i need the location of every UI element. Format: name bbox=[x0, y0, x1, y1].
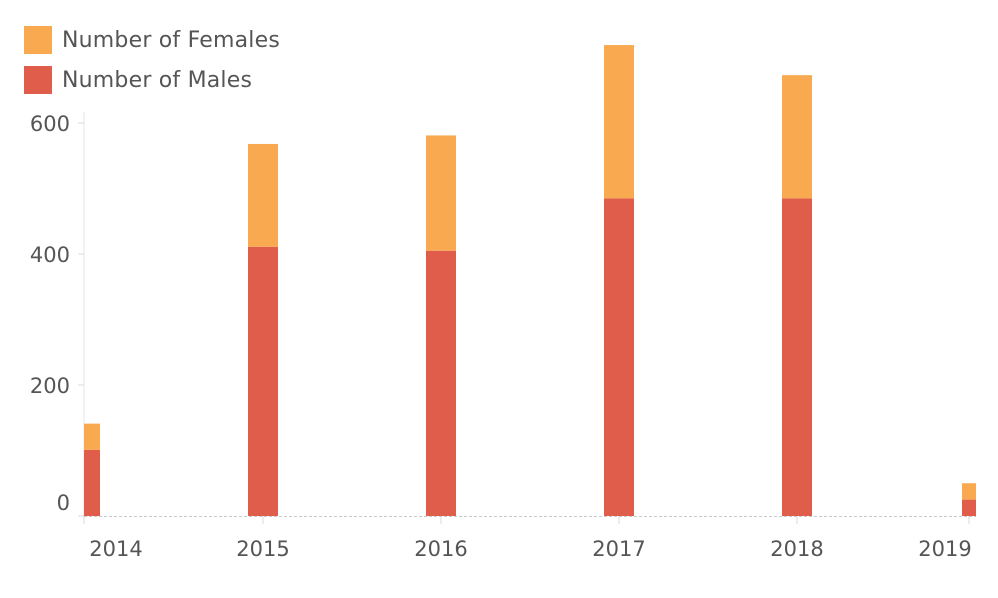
y-tick-label: 200 bbox=[30, 374, 70, 398]
legend-item-females: Number of Females bbox=[24, 20, 280, 60]
legend-swatch-males bbox=[24, 66, 52, 94]
y-tick-label: 400 bbox=[30, 243, 70, 267]
bar-males-2016 bbox=[426, 250, 456, 516]
bar-males-2015 bbox=[248, 246, 278, 517]
legend: Number of Females Number of Males bbox=[24, 20, 280, 100]
bar-males-2017 bbox=[604, 198, 634, 516]
x-tick-label: 2018 bbox=[770, 537, 823, 561]
bar-females-2019 bbox=[962, 483, 976, 500]
y-tick-label: 0 bbox=[57, 491, 70, 515]
bar-females-2014 bbox=[84, 423, 100, 450]
bar-females-2016 bbox=[426, 135, 456, 251]
x-tick-label: 2019 bbox=[918, 537, 971, 561]
legend-swatch-females bbox=[24, 26, 52, 54]
legend-label-males: Number of Males bbox=[62, 67, 253, 93]
bar-females-2015 bbox=[248, 143, 278, 247]
legend-item-males: Number of Males bbox=[24, 60, 280, 100]
bar-males-2018 bbox=[782, 198, 812, 516]
bar-females-2018 bbox=[782, 75, 812, 199]
bar-females-2017 bbox=[604, 45, 634, 199]
x-tick-label: 2017 bbox=[592, 537, 645, 561]
legend-label-females: Number of Females bbox=[62, 27, 280, 53]
bar-males-2014 bbox=[84, 449, 100, 516]
x-tick-label: 2015 bbox=[236, 537, 289, 561]
y-tick-label: 600 bbox=[30, 112, 70, 136]
x-tick-label: 2016 bbox=[414, 537, 467, 561]
x-tick-label: 2014 bbox=[89, 537, 142, 561]
bar-males-2019 bbox=[962, 499, 976, 516]
